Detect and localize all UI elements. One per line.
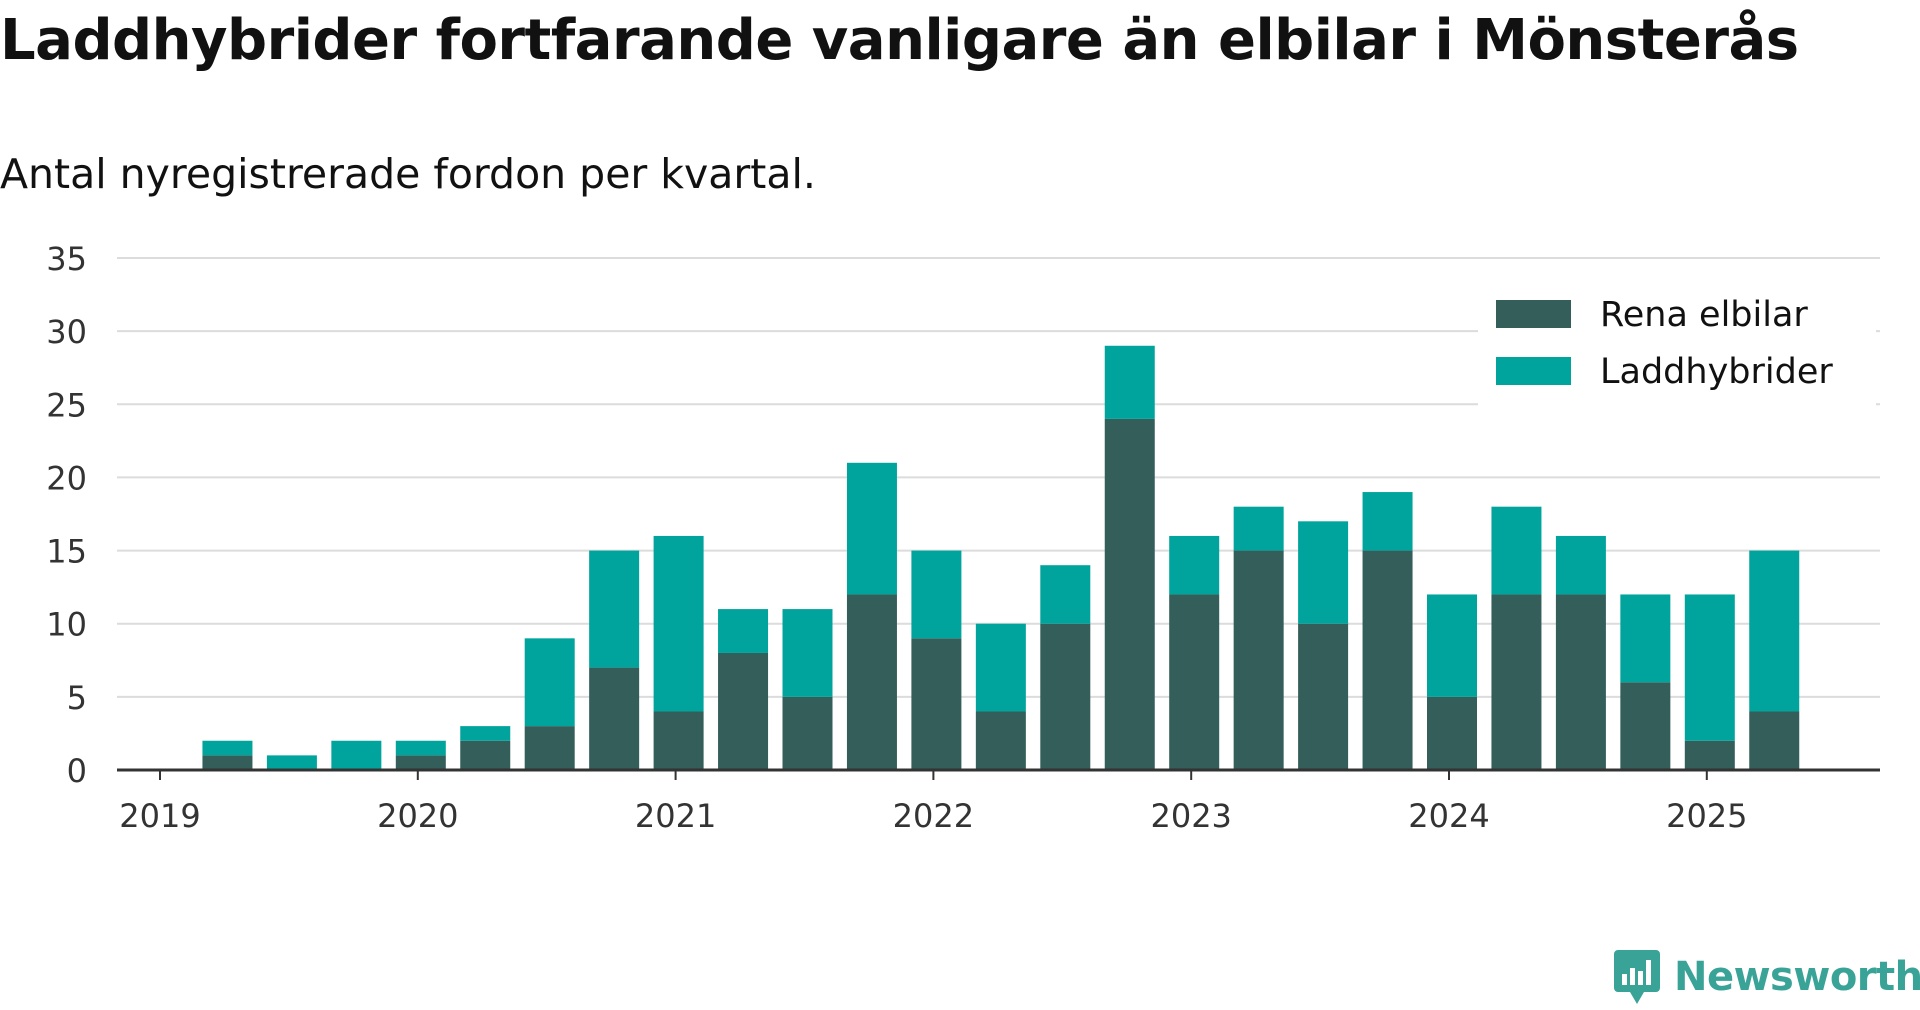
y-tick-label: 25 <box>46 386 87 424</box>
y-tick-label: 15 <box>46 533 87 571</box>
bar-rena-elbilar <box>1749 711 1800 770</box>
bar-rena-elbilar <box>395 755 446 770</box>
bar-rena-elbilar <box>653 711 704 770</box>
x-tick-label: 2025 <box>1666 797 1747 835</box>
bar-rena-elbilar <box>718 652 769 770</box>
y-tick-label: 0 <box>67 752 87 790</box>
bar-laddhybrider <box>1427 594 1477 697</box>
brand-name: Newsworthy <box>1674 954 1920 1000</box>
bar-rena-elbilar <box>1620 682 1671 770</box>
bar-laddhybrider <box>395 740 446 756</box>
legend-label: Laddhybrider <box>1600 352 1833 392</box>
bar-laddhybrider <box>718 609 769 653</box>
bar-rena-elbilar <box>1298 623 1349 770</box>
newsworthy-chart-bubble-icon <box>1614 950 1660 1004</box>
bar-rena-elbilar <box>1491 594 1542 770</box>
bar-rena-elbilar <box>1169 594 1220 770</box>
x-axis: 2019 2020 2021 2022 2023 2024 2025 <box>117 768 1880 835</box>
x-tick-label: 2024 <box>1408 797 1489 835</box>
bar-rena-elbilar <box>1233 550 1284 770</box>
bar-rena-elbilar <box>1362 550 1413 770</box>
bar-rena-elbilar <box>1040 623 1091 770</box>
y-tick-label: 30 <box>46 313 87 351</box>
bar-laddhybrider <box>1555 535 1606 595</box>
bars <box>202 345 1800 770</box>
bar-rena-elbilar <box>1555 594 1606 770</box>
brand: Newsworthy <box>1612 948 1920 1006</box>
bar-laddhybrider <box>202 740 253 756</box>
legend-swatch <box>1496 300 1571 328</box>
bar-rena-elbilar <box>1427 696 1477 770</box>
bar-laddhybrider <box>1169 535 1220 595</box>
bar-laddhybrider <box>782 609 833 697</box>
bar-laddhybrider <box>846 462 897 595</box>
bar-laddhybrider <box>1298 521 1349 624</box>
bar-rena-elbilar <box>911 638 962 770</box>
bar-laddhybrider <box>1040 565 1091 624</box>
bar-rena-elbilar <box>846 594 897 770</box>
chart-subtitle: Antal nyregistrerade fordon per kvartal. <box>0 150 816 198</box>
bar-rena-elbilar <box>1684 740 1735 770</box>
bar-laddhybrider <box>524 638 575 727</box>
bar-laddhybrider <box>911 550 962 639</box>
bar-rena-elbilar <box>460 740 511 770</box>
y-tick-label: 10 <box>46 606 87 644</box>
bar-laddhybrider <box>1233 506 1284 551</box>
x-tick-label: 2022 <box>893 797 974 835</box>
bar-rena-elbilar <box>524 726 575 770</box>
bar-laddhybrider <box>331 740 382 770</box>
bar-rena-elbilar <box>589 667 640 770</box>
bar-laddhybrider <box>1104 345 1155 419</box>
y-tick-label: 35 <box>46 240 87 278</box>
bar-laddhybrider <box>653 535 704 712</box>
y-tick-label: 5 <box>67 679 87 717</box>
x-tick-label: 2023 <box>1150 797 1231 835</box>
y-axis-ticks: 0 5 10 15 20 25 30 35 <box>46 240 87 790</box>
x-tick-label: 2019 <box>119 797 200 835</box>
legend: Rena elbilar Laddhybrider <box>1478 282 1876 408</box>
x-tick-label: 2020 <box>377 797 458 835</box>
bar-laddhybrider <box>266 755 317 770</box>
bar-rena-elbilar <box>782 696 833 770</box>
legend-swatch <box>1496 357 1571 385</box>
bar-laddhybrider <box>1749 550 1800 712</box>
bar-laddhybrider <box>1491 506 1542 595</box>
bar-laddhybrider <box>975 623 1026 712</box>
y-tick-label: 20 <box>46 459 87 497</box>
bar-rena-elbilar <box>202 755 253 770</box>
bar-laddhybrider <box>589 550 640 668</box>
x-tick-label: 2021 <box>635 797 716 835</box>
chart-title: Laddhybrider fortfarande vanligare än el… <box>0 8 1799 73</box>
bar-laddhybrider <box>1362 492 1413 551</box>
legend-label: Rena elbilar <box>1600 295 1808 335</box>
bar-laddhybrider <box>460 726 511 741</box>
bar-rena-elbilar <box>1104 418 1155 770</box>
bar-laddhybrider <box>1684 594 1735 741</box>
bar-rena-elbilar <box>975 711 1026 770</box>
bar-laddhybrider <box>1620 594 1671 683</box>
